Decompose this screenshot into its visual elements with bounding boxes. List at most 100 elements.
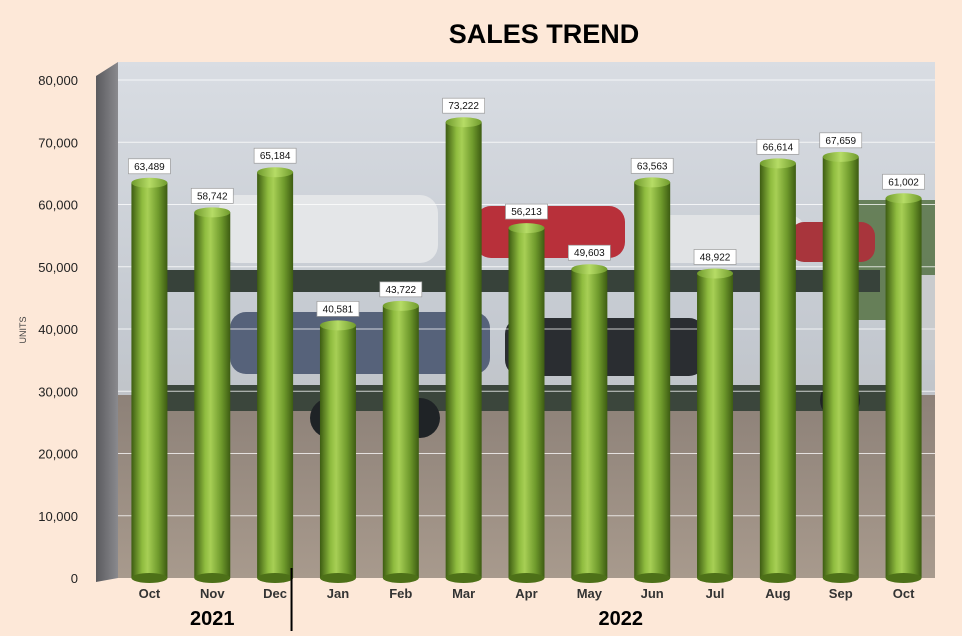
data-label-text: 63,563 (637, 161, 668, 172)
bar-apr-6 (508, 223, 545, 583)
bar-body (319, 325, 356, 578)
bar-cap (759, 158, 796, 169)
bar-body (257, 172, 294, 578)
data-label: 63,563 (630, 157, 674, 174)
bar-base (194, 573, 231, 583)
data-label-text: 40,581 (323, 304, 354, 315)
data-label-text: 49,603 (574, 248, 605, 259)
car-blue-lower (230, 312, 490, 374)
bar-cap (822, 151, 859, 162)
data-label: 43,722 (379, 281, 423, 298)
data-label-box (630, 157, 674, 174)
data-label: 73,222 (442, 97, 486, 114)
bar-body (571, 269, 608, 578)
data-label: 65,184 (253, 147, 297, 164)
data-label-text: 73,222 (448, 101, 479, 112)
data-label: 49,603 (567, 244, 611, 261)
y-tick-label: 80,000 (38, 73, 78, 88)
data-label-box (253, 147, 297, 164)
bar-cap (571, 264, 608, 275)
bar-body (697, 273, 734, 578)
bar-feb-4 (382, 300, 419, 583)
data-labels: 63,489 58,742 65,184 40,581 43,722 73,222 56,2… (128, 97, 925, 317)
bar-base (131, 573, 168, 583)
x-tick-label: Nov (200, 586, 225, 601)
y-axis-title: UNITS (18, 317, 28, 344)
bar-body (382, 305, 419, 578)
data-label-text: 67,659 (825, 136, 856, 147)
bar-nov-1 (194, 207, 231, 583)
y-tick-label: 40,000 (38, 322, 78, 337)
data-label-box (567, 244, 611, 261)
bar-oct-0 (131, 177, 168, 583)
bar-base (571, 573, 608, 583)
x-tick-label: Jul (706, 586, 725, 601)
data-label-box (442, 97, 486, 114)
bar-body (759, 163, 796, 578)
data-label-text: 63,489 (134, 162, 165, 173)
data-label: 56,213 (505, 203, 548, 220)
bar-jun-8 (634, 177, 671, 583)
data-label-text: 43,722 (386, 285, 417, 296)
data-label-text: 58,742 (197, 191, 228, 202)
bar-oct-12 (885, 193, 922, 583)
data-label-text: 56,213 (511, 207, 542, 218)
bar-base (382, 573, 419, 583)
bar-base (319, 573, 356, 583)
bar-jul-9 (697, 268, 734, 583)
x-tick-label: Dec (263, 586, 287, 601)
data-label: 67,659 (819, 132, 863, 149)
bar-cap (697, 268, 734, 279)
year-group-label: 2022 (599, 608, 644, 630)
data-label-text: 61,002 (888, 177, 919, 188)
y-tick-label: 10,000 (38, 509, 78, 524)
bar-cap (131, 177, 168, 188)
x-tick-label: Feb (389, 586, 412, 601)
bar-base (257, 573, 294, 583)
bar-cap (885, 193, 922, 204)
data-label: 58,742 (190, 187, 234, 204)
x-tick-label: Oct (893, 586, 915, 601)
data-label-box (190, 187, 234, 204)
plot-side-wall (96, 62, 118, 582)
bar-base (634, 573, 671, 583)
bar-body (131, 182, 168, 578)
data-label-box (316, 301, 360, 317)
bar-body (508, 228, 545, 578)
bar-body (822, 156, 859, 578)
y-tick-label: 60,000 (38, 198, 78, 213)
data-label-box (379, 281, 423, 298)
bar-cap (508, 223, 545, 234)
bar-sep-11 (822, 151, 859, 583)
bar-dec-2 (257, 167, 294, 583)
bar-cap (194, 207, 231, 218)
data-label: 66,614 (756, 138, 800, 155)
bar-base (885, 573, 922, 583)
bar-cap (445, 117, 482, 128)
x-tick-label: Apr (515, 586, 537, 601)
bar-body (634, 182, 671, 579)
bar-cap (634, 177, 671, 188)
bar-cap (257, 167, 294, 178)
bar-cap (382, 300, 419, 311)
bar-base (697, 573, 734, 583)
x-tick-label: Jan (327, 586, 349, 601)
data-label-text: 66,614 (763, 142, 794, 153)
x-tick-label: Mar (452, 586, 475, 601)
data-label-box (128, 158, 171, 175)
bar-may-7 (571, 264, 608, 583)
data-label-box (882, 173, 925, 190)
x-tick-label: Sep (829, 586, 853, 601)
x-tick-label: Oct (139, 586, 161, 601)
bar-aug-10 (759, 158, 796, 583)
data-label-box (819, 132, 863, 149)
data-label-box (505, 203, 548, 220)
data-label-text: 65,184 (260, 151, 291, 162)
year-group-label: 2021 (190, 608, 235, 630)
y-tick-label: 20,000 (38, 447, 78, 462)
x-tick-label: May (577, 586, 603, 601)
x-axis: Oct Nov Dec Jan Feb Mar Apr May Jun Jul Aug Sep Oct (139, 586, 915, 601)
y-tick-label: 50,000 (38, 260, 78, 275)
y-tick-label: 30,000 (38, 384, 78, 399)
y-axis: 0 10,000 20,000 30,000 40,000 50,000 60,000 70,… (38, 73, 78, 586)
